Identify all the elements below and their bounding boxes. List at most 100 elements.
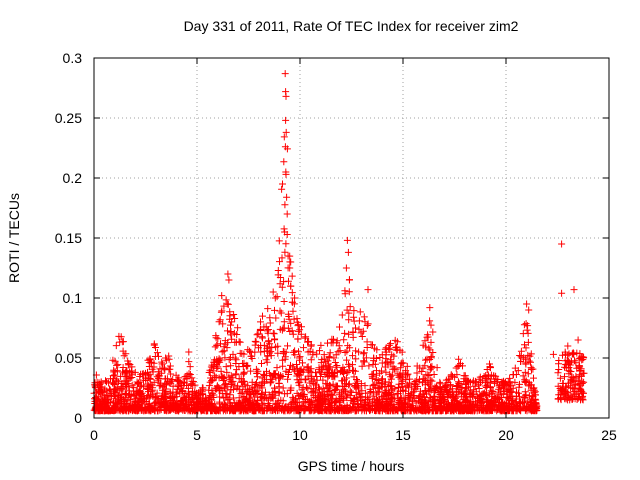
data-point	[122, 367, 130, 375]
data-point	[252, 338, 260, 346]
data-point	[368, 374, 376, 382]
data-point	[343, 356, 351, 364]
data-point	[186, 363, 194, 371]
data-point	[175, 400, 183, 408]
data-point	[364, 286, 372, 294]
data-point	[326, 349, 334, 357]
data-point	[148, 365, 156, 373]
data-point	[466, 393, 474, 401]
data-point	[554, 369, 562, 377]
y-tick-label: 0.3	[63, 50, 83, 66]
data-point	[522, 355, 530, 363]
data-point	[391, 394, 399, 402]
data-point	[244, 362, 252, 370]
data-point	[91, 379, 99, 387]
data-point	[462, 385, 469, 393]
data-point	[300, 344, 307, 352]
data-point	[112, 389, 120, 397]
data-point	[212, 373, 220, 381]
data-point	[113, 367, 121, 375]
data-point	[274, 349, 282, 357]
data-point	[266, 319, 274, 327]
data-point	[356, 308, 364, 316]
data-point	[425, 344, 433, 352]
data-point	[362, 407, 370, 415]
data-point	[235, 363, 243, 371]
data-point	[570, 381, 578, 389]
x-tick-labels: 0 5 10 15 20 25	[90, 427, 617, 443]
data-point	[223, 405, 231, 413]
data-point	[455, 383, 463, 391]
data-point	[196, 390, 204, 398]
data-point	[280, 298, 288, 305]
data-point	[528, 366, 535, 373]
data-point	[430, 401, 438, 409]
data-point	[229, 350, 237, 358]
data-point	[285, 371, 292, 378]
x-tick-label: 10	[292, 427, 308, 443]
data-point	[527, 358, 534, 366]
data-point	[111, 402, 119, 410]
data-point	[274, 271, 282, 279]
data-point	[555, 366, 563, 373]
data-point	[282, 348, 290, 356]
data-point	[293, 361, 300, 368]
data-point	[269, 373, 277, 381]
data-point	[521, 341, 528, 349]
data-point	[223, 344, 231, 352]
data-point	[426, 406, 434, 414]
data-point	[486, 360, 493, 368]
data-point	[315, 366, 323, 374]
data-point	[462, 407, 470, 415]
data-point	[118, 338, 126, 346]
data-point	[372, 355, 380, 362]
data-point	[487, 384, 494, 391]
data-point	[204, 403, 212, 411]
data-point	[293, 318, 301, 326]
data-point	[388, 393, 395, 401]
data-point	[218, 307, 226, 315]
data-point	[264, 402, 272, 410]
data-point	[345, 330, 353, 338]
data-point	[487, 398, 495, 406]
data-point	[371, 360, 379, 368]
data-point	[343, 306, 351, 314]
data-point	[253, 373, 261, 381]
data-point	[426, 394, 434, 402]
data-point	[273, 293, 281, 301]
data-point	[278, 254, 286, 262]
data-point	[431, 388, 439, 396]
data-point	[339, 377, 346, 385]
data-point	[393, 346, 401, 354]
data-point	[345, 380, 353, 388]
data-point	[348, 388, 356, 396]
data-point	[503, 390, 511, 398]
data-point	[307, 341, 315, 349]
data-point	[402, 376, 410, 384]
data-point	[498, 407, 505, 415]
data-point	[282, 240, 290, 248]
data-point	[268, 344, 276, 352]
data-point	[487, 364, 494, 372]
data-point	[313, 397, 321, 405]
data-point	[216, 387, 224, 395]
data-point	[572, 372, 580, 380]
data-point	[447, 382, 455, 390]
data-point	[232, 356, 240, 364]
data-point	[120, 406, 128, 414]
data-point	[557, 390, 565, 398]
data-point	[97, 378, 105, 386]
data-point	[230, 407, 238, 415]
data-point	[477, 379, 484, 387]
data-point	[349, 333, 357, 341]
data-point	[580, 378, 588, 386]
data-point	[484, 371, 492, 379]
data-point	[562, 395, 570, 403]
data-point	[168, 392, 176, 400]
y-axis-label: ROTI / TECUs	[6, 193, 22, 283]
y-tick-label: 0.15	[55, 230, 82, 246]
data-point	[475, 385, 483, 392]
data-point	[363, 344, 371, 351]
data-point	[121, 369, 129, 377]
data-point	[237, 378, 245, 386]
